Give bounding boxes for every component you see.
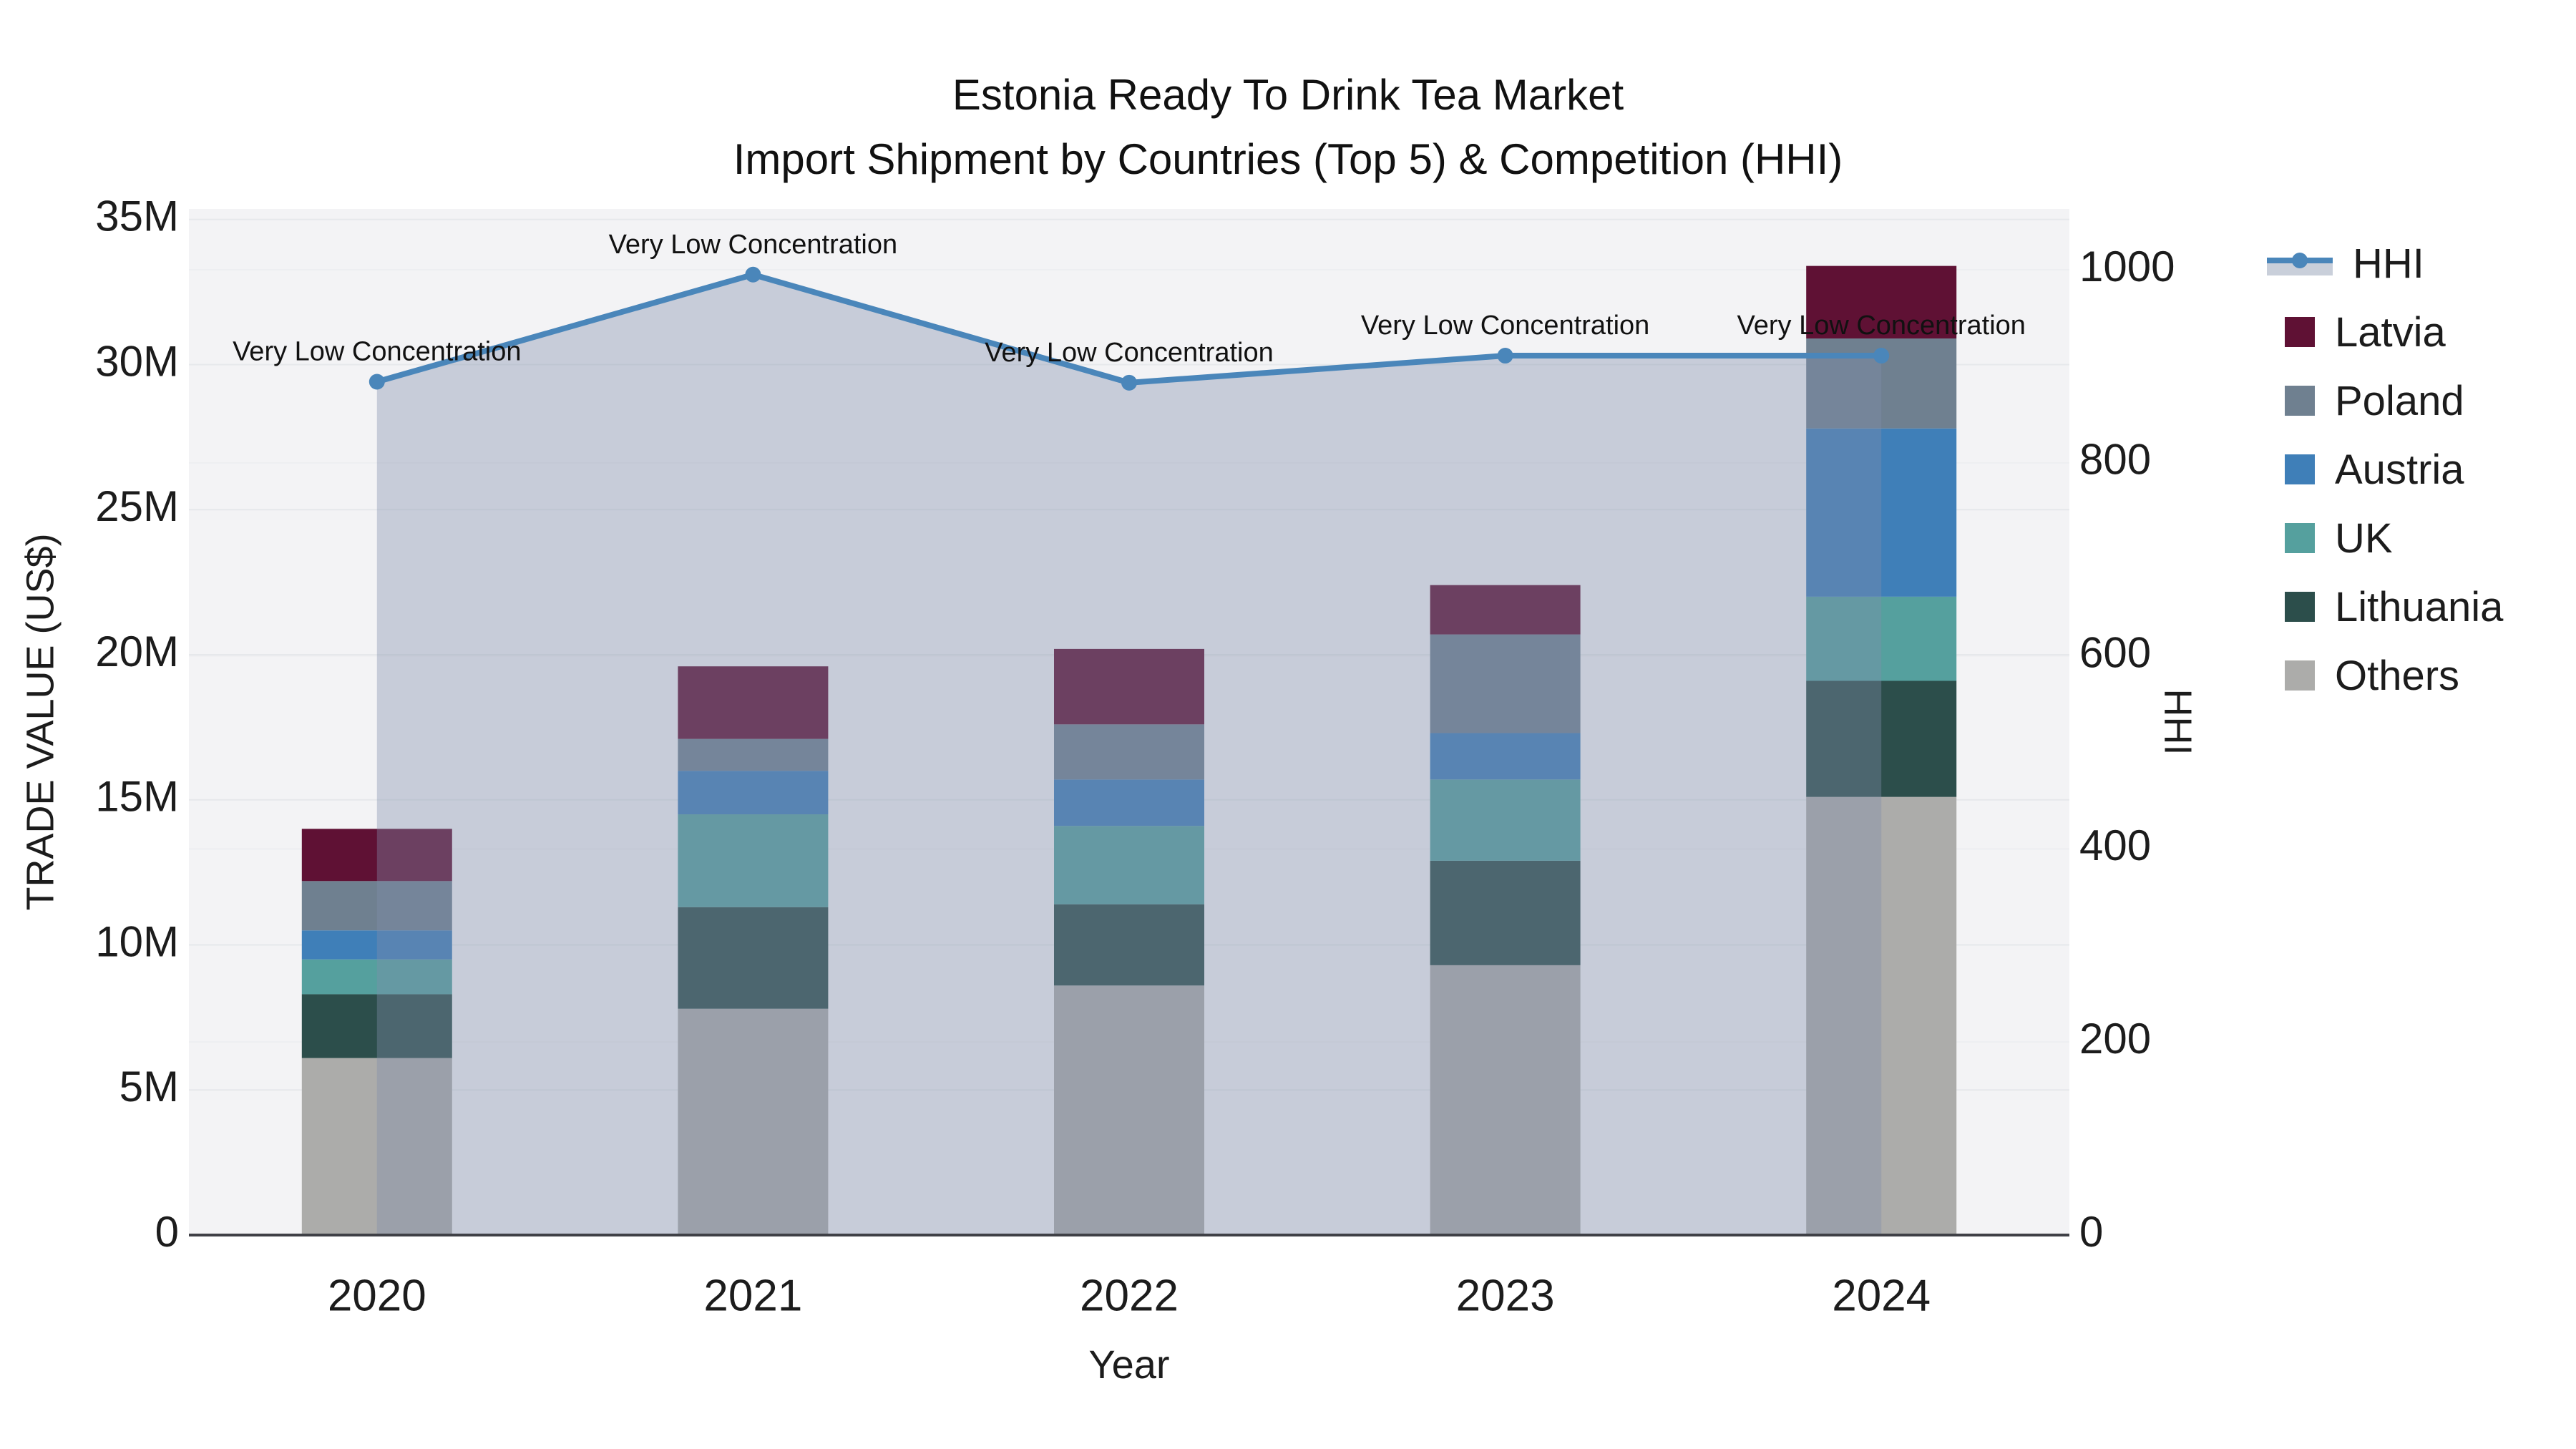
annotation-2021: Very Low Concentration	[609, 230, 897, 260]
legend-label-lithuania: Lithuania	[2335, 583, 2504, 630]
y-right-tick-200: 200	[2079, 1015, 2151, 1063]
legend-swatch-others	[2285, 660, 2315, 691]
y-left-tick-10M: 10M	[95, 917, 179, 965]
bar-segment-2024-latvia[interactable]	[1806, 265, 1957, 339]
x-tick-2022: 2022	[1080, 1271, 1179, 1320]
x-axis-title: Year	[1088, 1342, 1169, 1387]
y-right-tick-1000: 1000	[2079, 243, 2175, 291]
bar-segment-2024-lithuania[interactable]	[1806, 680, 1957, 797]
legend: HHI Latvia Poland Austria UK Lithuania Others	[2267, 229, 2567, 710]
legend-item-uk[interactable]: UK	[2267, 504, 2567, 572]
y-left-tick-30M: 30M	[95, 337, 179, 385]
bar-segment-2020-lithuania[interactable]	[301, 994, 452, 1058]
y-right-axis-title: HHI	[2157, 689, 2200, 756]
chart-title-line1: Estonia Ready To Drink Tea Market	[952, 71, 1624, 119]
hhi-line-icon	[2267, 248, 2333, 278]
legend-item-others[interactable]: Others	[2267, 641, 2567, 710]
y-left-tick-20M: 20M	[95, 628, 179, 675]
legend-label-latvia: Latvia	[2335, 308, 2446, 356]
legend-item-hhi[interactable]: HHI	[2267, 229, 2567, 298]
bar-segment-2022-poland[interactable]	[1054, 724, 1204, 780]
bar-segment-2020-austria[interactable]	[301, 930, 452, 960]
legend-swatch-latvia	[2285, 317, 2315, 347]
legend-item-austria[interactable]: Austria	[2267, 435, 2567, 504]
y-left-tick-35M: 35M	[95, 192, 179, 240]
legend-item-poland[interactable]: Poland	[2267, 366, 2567, 435]
bar-segment-2020-uk[interactable]	[301, 959, 452, 995]
y-right-tick-400: 400	[2079, 821, 2151, 869]
legend-item-latvia[interactable]: Latvia	[2267, 298, 2567, 366]
bar-segment-2023-lithuania[interactable]	[1430, 860, 1581, 965]
bar-segment-2022-lithuania[interactable]	[1054, 904, 1204, 986]
legend-swatch-austria	[2285, 454, 2315, 484]
bar-segment-2020-latvia[interactable]	[301, 829, 452, 882]
annotation-2022: Very Low Concentration	[985, 338, 1273, 368]
y-right-tick-800: 800	[2079, 436, 2151, 484]
bar-segment-2023-others[interactable]	[1430, 965, 1581, 1235]
legend-label-austria: Austria	[2335, 446, 2464, 493]
bar-segment-2024-austria[interactable]	[1806, 428, 1957, 597]
annotation-2023: Very Low Concentration	[1361, 311, 1649, 341]
hhi-area-fill	[376, 274, 1882, 1235]
legend-label-uk: UK	[2335, 514, 2393, 562]
bar-segment-2021-latvia[interactable]	[678, 666, 829, 739]
bar-segment-2022-latvia[interactable]	[1054, 648, 1204, 725]
hhi-point-2024[interactable]	[1873, 348, 1890, 364]
chart-title-line2: Import Shipment by Countries (Top 5) & C…	[733, 135, 1843, 183]
x-tick-2020: 2020	[328, 1271, 426, 1320]
hhi-point-2020[interactable]	[369, 374, 385, 390]
bar-segment-2023-austria[interactable]	[1430, 733, 1581, 780]
bar-segment-2023-poland[interactable]	[1430, 634, 1581, 733]
y-right-tick-0: 0	[2079, 1208, 2103, 1256]
y-right-tick-600: 600	[2079, 628, 2151, 676]
legend-swatch-uk	[2285, 523, 2315, 553]
hhi-point-2022[interactable]	[1121, 374, 1137, 391]
bar-segment-2021-others[interactable]	[678, 1008, 829, 1235]
chart-title: Estonia Ready To Drink Tea Market Import…	[0, 63, 2576, 192]
hhi-point-2021[interactable]	[745, 266, 761, 283]
annotation-2024: Very Low Concentration	[1737, 311, 2025, 341]
bar-segment-2024-others[interactable]	[1806, 796, 1957, 1235]
legend-swatch-poland	[2285, 386, 2315, 416]
bar-segment-2022-uk[interactable]	[1054, 826, 1204, 904]
x-tick-2021: 2021	[703, 1271, 802, 1320]
bar-segment-2023-uk[interactable]	[1430, 779, 1581, 861]
bar-segment-2022-austria[interactable]	[1054, 779, 1204, 826]
bar-segment-2021-austria[interactable]	[678, 771, 829, 815]
bar-segment-2021-uk[interactable]	[678, 814, 829, 907]
x-tick-2024: 2024	[1832, 1271, 1931, 1320]
bar-segment-2021-lithuania[interactable]	[678, 907, 829, 1009]
bar-segment-2022-others[interactable]	[1054, 985, 1204, 1235]
bar-segment-2020-poland[interactable]	[301, 881, 452, 931]
y-left-tick-25M: 25M	[95, 482, 179, 530]
legend-label-poland: Poland	[2335, 377, 2464, 424]
legend-label-others: Others	[2335, 652, 2460, 699]
x-tick-2023: 2023	[1456, 1271, 1555, 1320]
hhi-point-2023[interactable]	[1497, 348, 1513, 364]
y-left-axis-title: TRADE VALUE (US$)	[19, 533, 62, 910]
bar-segment-2023-latvia[interactable]	[1430, 585, 1581, 635]
legend-item-lithuania[interactable]: Lithuania	[2267, 572, 2567, 641]
bar-segment-2021-poland[interactable]	[678, 738, 829, 771]
y-left-tick-15M: 15M	[95, 773, 179, 821]
legend-swatch-lithuania	[2285, 592, 2315, 622]
y-left-tick-5M: 5M	[119, 1063, 179, 1111]
bar-segment-2024-uk[interactable]	[1806, 596, 1957, 681]
annotation-2020: Very Low Concentration	[233, 337, 521, 367]
y-left-tick-0: 0	[155, 1208, 179, 1256]
bar-segment-2020-others[interactable]	[301, 1058, 452, 1235]
legend-label-hhi: HHI	[2353, 240, 2424, 287]
